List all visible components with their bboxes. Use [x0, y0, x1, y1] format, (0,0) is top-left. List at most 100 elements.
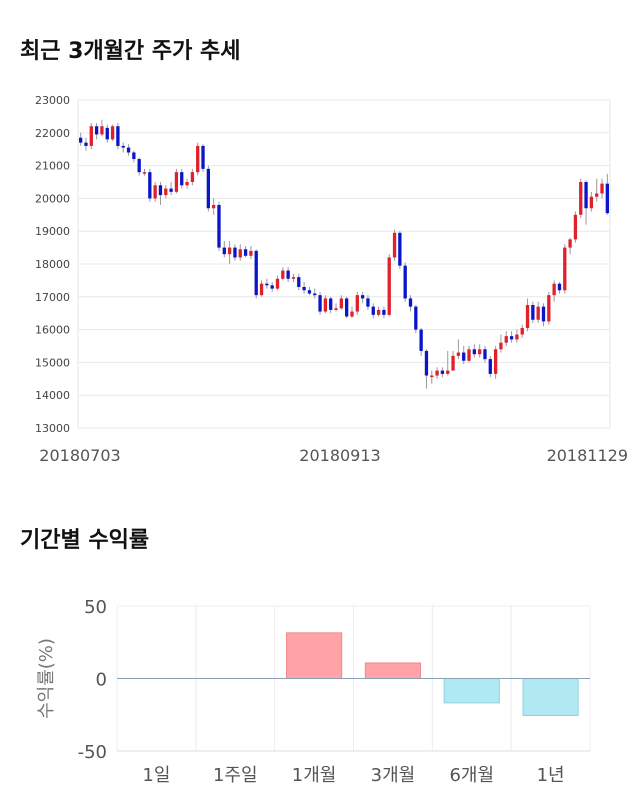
candle-body — [174, 172, 179, 192]
candle-body — [573, 214, 578, 240]
candle-body — [275, 278, 280, 289]
candle-body — [212, 204, 216, 209]
candle-body — [100, 126, 104, 135]
candle-body — [233, 247, 237, 258]
x-tick-label: 3개월 — [371, 765, 416, 786]
candle-body — [462, 352, 466, 361]
bar — [285, 632, 343, 679]
candle-body — [440, 370, 445, 374]
x-tick-label: 20180703 — [39, 446, 120, 465]
candle-body — [408, 298, 413, 307]
candle-body — [281, 270, 285, 279]
candle-body — [126, 147, 131, 153]
candle-body — [419, 329, 423, 351]
candle-body — [520, 327, 524, 335]
x-tick-label: 1년 — [537, 765, 565, 786]
candle-body — [265, 283, 269, 286]
y-tick-label: 15000 — [35, 356, 70, 369]
y-tick-label: 50 — [84, 597, 107, 618]
candle-body — [196, 145, 200, 173]
candle-body — [355, 295, 359, 312]
y-tick-label: 16000 — [35, 324, 70, 337]
x-tick-label: 1일 — [142, 765, 170, 786]
returns-bar-chart: 50 0 -50 1일 1주일 1개월 3개월 6개월 1년 수익률(%) — [36, 597, 591, 786]
candle-body — [589, 196, 594, 209]
candle-body — [456, 352, 461, 356]
candle-body — [121, 145, 125, 148]
y-tick-label: 20000 — [35, 192, 70, 205]
candle-body — [552, 283, 556, 296]
candle-body — [584, 182, 588, 209]
y-tick-label: 21000 — [35, 160, 70, 173]
candle-body — [350, 311, 354, 317]
x-tick-label: 20180913 — [299, 446, 380, 465]
bar — [443, 678, 500, 704]
candle-body — [339, 298, 343, 309]
candle-body — [110, 126, 115, 140]
candle-body — [185, 182, 189, 186]
candle-body — [525, 305, 530, 328]
candle-body — [467, 349, 471, 361]
candle-body — [488, 359, 492, 374]
candle-body — [536, 306, 540, 320]
candle-body — [313, 293, 317, 296]
candle-body — [547, 295, 551, 322]
candle-body — [307, 290, 312, 294]
candle-body — [270, 285, 274, 289]
candle-body — [435, 370, 439, 376]
candle-body — [190, 172, 195, 182]
candle-body — [318, 295, 322, 312]
candle-body — [366, 298, 370, 307]
y-tick-label: 14000 — [35, 389, 70, 402]
candle-body — [132, 152, 136, 160]
candle-body — [392, 232, 397, 258]
x-tick-label: 6개월 — [449, 765, 494, 786]
candle-body — [605, 183, 609, 214]
candle-body — [424, 350, 429, 376]
x-tick-label: 1주일 — [213, 765, 258, 786]
candle-body — [227, 247, 232, 255]
candle-body — [600, 183, 604, 194]
candle-body — [563, 247, 567, 291]
candle-body — [371, 306, 375, 315]
bar — [522, 678, 579, 716]
candle-body — [430, 375, 434, 378]
candle-body — [557, 283, 562, 291]
candle-body — [116, 126, 120, 146]
candle-body — [206, 168, 210, 209]
y-tick-label: 22000 — [35, 127, 70, 140]
candle-body — [254, 250, 258, 296]
candle-body — [334, 308, 338, 310]
candle-body — [180, 172, 184, 186]
candle-body — [483, 349, 487, 360]
candle-body — [238, 249, 242, 258]
candle-body — [329, 298, 333, 310]
candle-body — [509, 336, 514, 340]
candle-body — [398, 232, 402, 266]
candle-body — [579, 182, 583, 215]
y-tick-label: 23000 — [35, 94, 70, 107]
y-tick-label: 0 — [96, 670, 107, 691]
y-tick-label: -50 — [78, 742, 107, 763]
candle-body — [222, 247, 226, 255]
candle-body — [504, 336, 508, 343]
candlestick-chart: 23000 22000 21000 20000 19000 18000 17000 16000… — [35, 94, 628, 465]
candle-body — [515, 334, 519, 340]
candle-body — [323, 298, 328, 312]
candle-body — [382, 309, 386, 315]
candle-body — [595, 193, 599, 197]
stock-trend-title: 최근 3개월간 주가 추세 — [20, 39, 241, 64]
candle-body — [286, 270, 290, 279]
candle-body — [403, 265, 407, 299]
bar — [364, 662, 422, 680]
candle-body — [105, 127, 109, 140]
candle-body — [568, 239, 572, 248]
candle-body — [169, 188, 173, 192]
candle-body — [148, 172, 152, 199]
candle-body — [414, 306, 418, 330]
candle-body — [259, 283, 264, 296]
candle-body — [446, 370, 450, 374]
y-axis-label: 수익률(%) — [36, 638, 57, 719]
candle-body — [249, 250, 253, 256]
y-tick-label: 13000 — [35, 422, 70, 435]
